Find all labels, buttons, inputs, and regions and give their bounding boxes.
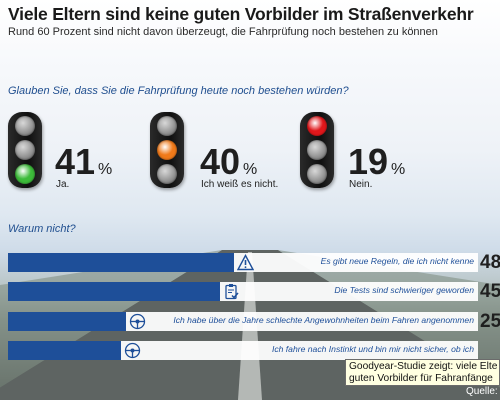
source-label: Quelle: (466, 386, 498, 397)
answer-no-value: 19 (348, 141, 389, 182)
reason-value: 45 (480, 282, 500, 301)
steering-wheel-icon (129, 313, 145, 330)
answer-no-label: Nein. (349, 179, 373, 190)
lamp-bottom (307, 164, 327, 184)
tooltip: Goodyear-Studie zeigt: viele Elte guten … (345, 359, 500, 386)
reason-bar (8, 282, 220, 301)
page-subtitle: Rund 60 Prozent sind nicht davon überzeu… (8, 26, 438, 38)
traffic-light-orange-icon (150, 112, 184, 188)
lamp-orange-lit (157, 140, 177, 160)
answer-unsure-label: Ich weiß es nicht. (201, 179, 279, 190)
traffic-light-green-icon (8, 112, 42, 188)
answer-yes-percent: 41% (55, 144, 112, 180)
answer-yes-label: Ja. (56, 179, 70, 190)
answer-no-unit: % (391, 161, 406, 178)
answer-no-percent: 19% (348, 144, 405, 180)
lamp-middle (307, 140, 327, 160)
lamp-bottom (157, 164, 177, 184)
answer-unsure-percent: 40% (200, 144, 257, 180)
answer-unsure-unit: % (243, 161, 258, 178)
reason-value: 25 (480, 312, 500, 331)
traffic-light-red-icon (300, 112, 334, 188)
answer-yes-value: 41 (55, 141, 96, 182)
reason-bar (8, 253, 234, 272)
warning-icon (236, 254, 254, 271)
reason-bar-track: Ich fahre nach Instinkt und bin mir nich… (8, 341, 478, 360)
answer-yes-unit: % (98, 161, 113, 178)
survey-question: Glauben Sie, dass Sie die Fahrprüfung he… (8, 85, 349, 97)
reason-bar (8, 341, 121, 360)
tooltip-line: Goodyear-Studie zeigt: viele Elte (349, 361, 498, 372)
reason-label: Ich habe über die Jahre schlechte Angewo… (173, 315, 474, 325)
lamp-middle (15, 140, 35, 160)
answer-unsure-value: 40 (200, 141, 241, 182)
clipboard-check-icon (224, 284, 239, 300)
reason-label: Die Tests sind schwieriger geworden (334, 285, 474, 295)
reason-value: 48 (480, 253, 500, 272)
reason-bar-track: Die Tests sind schwieriger geworden (8, 282, 478, 301)
reason-bar (8, 312, 126, 331)
steering-wheel-icon (124, 342, 140, 359)
page-title: Viele Eltern sind keine guten Vorbilder … (8, 4, 474, 24)
reason-label: Es gibt neue Regeln, die ich nicht kenne (320, 256, 474, 266)
lamp-top (15, 116, 35, 136)
lamp-top (157, 116, 177, 136)
reason-bar-track: Ich habe über die Jahre schlechte Angewo… (8, 312, 478, 331)
tooltip-line: guten Vorbilder für Fahranfänge (349, 373, 493, 384)
reason-label: Ich fahre nach Instinkt und bin mir nich… (271, 344, 474, 354)
reasons-heading: Warum nicht? (8, 223, 76, 235)
lamp-red-lit (307, 116, 327, 136)
reason-bar-track: Es gibt neue Regeln, die ich nicht kenne (8, 253, 478, 272)
lamp-green-lit (15, 164, 35, 184)
